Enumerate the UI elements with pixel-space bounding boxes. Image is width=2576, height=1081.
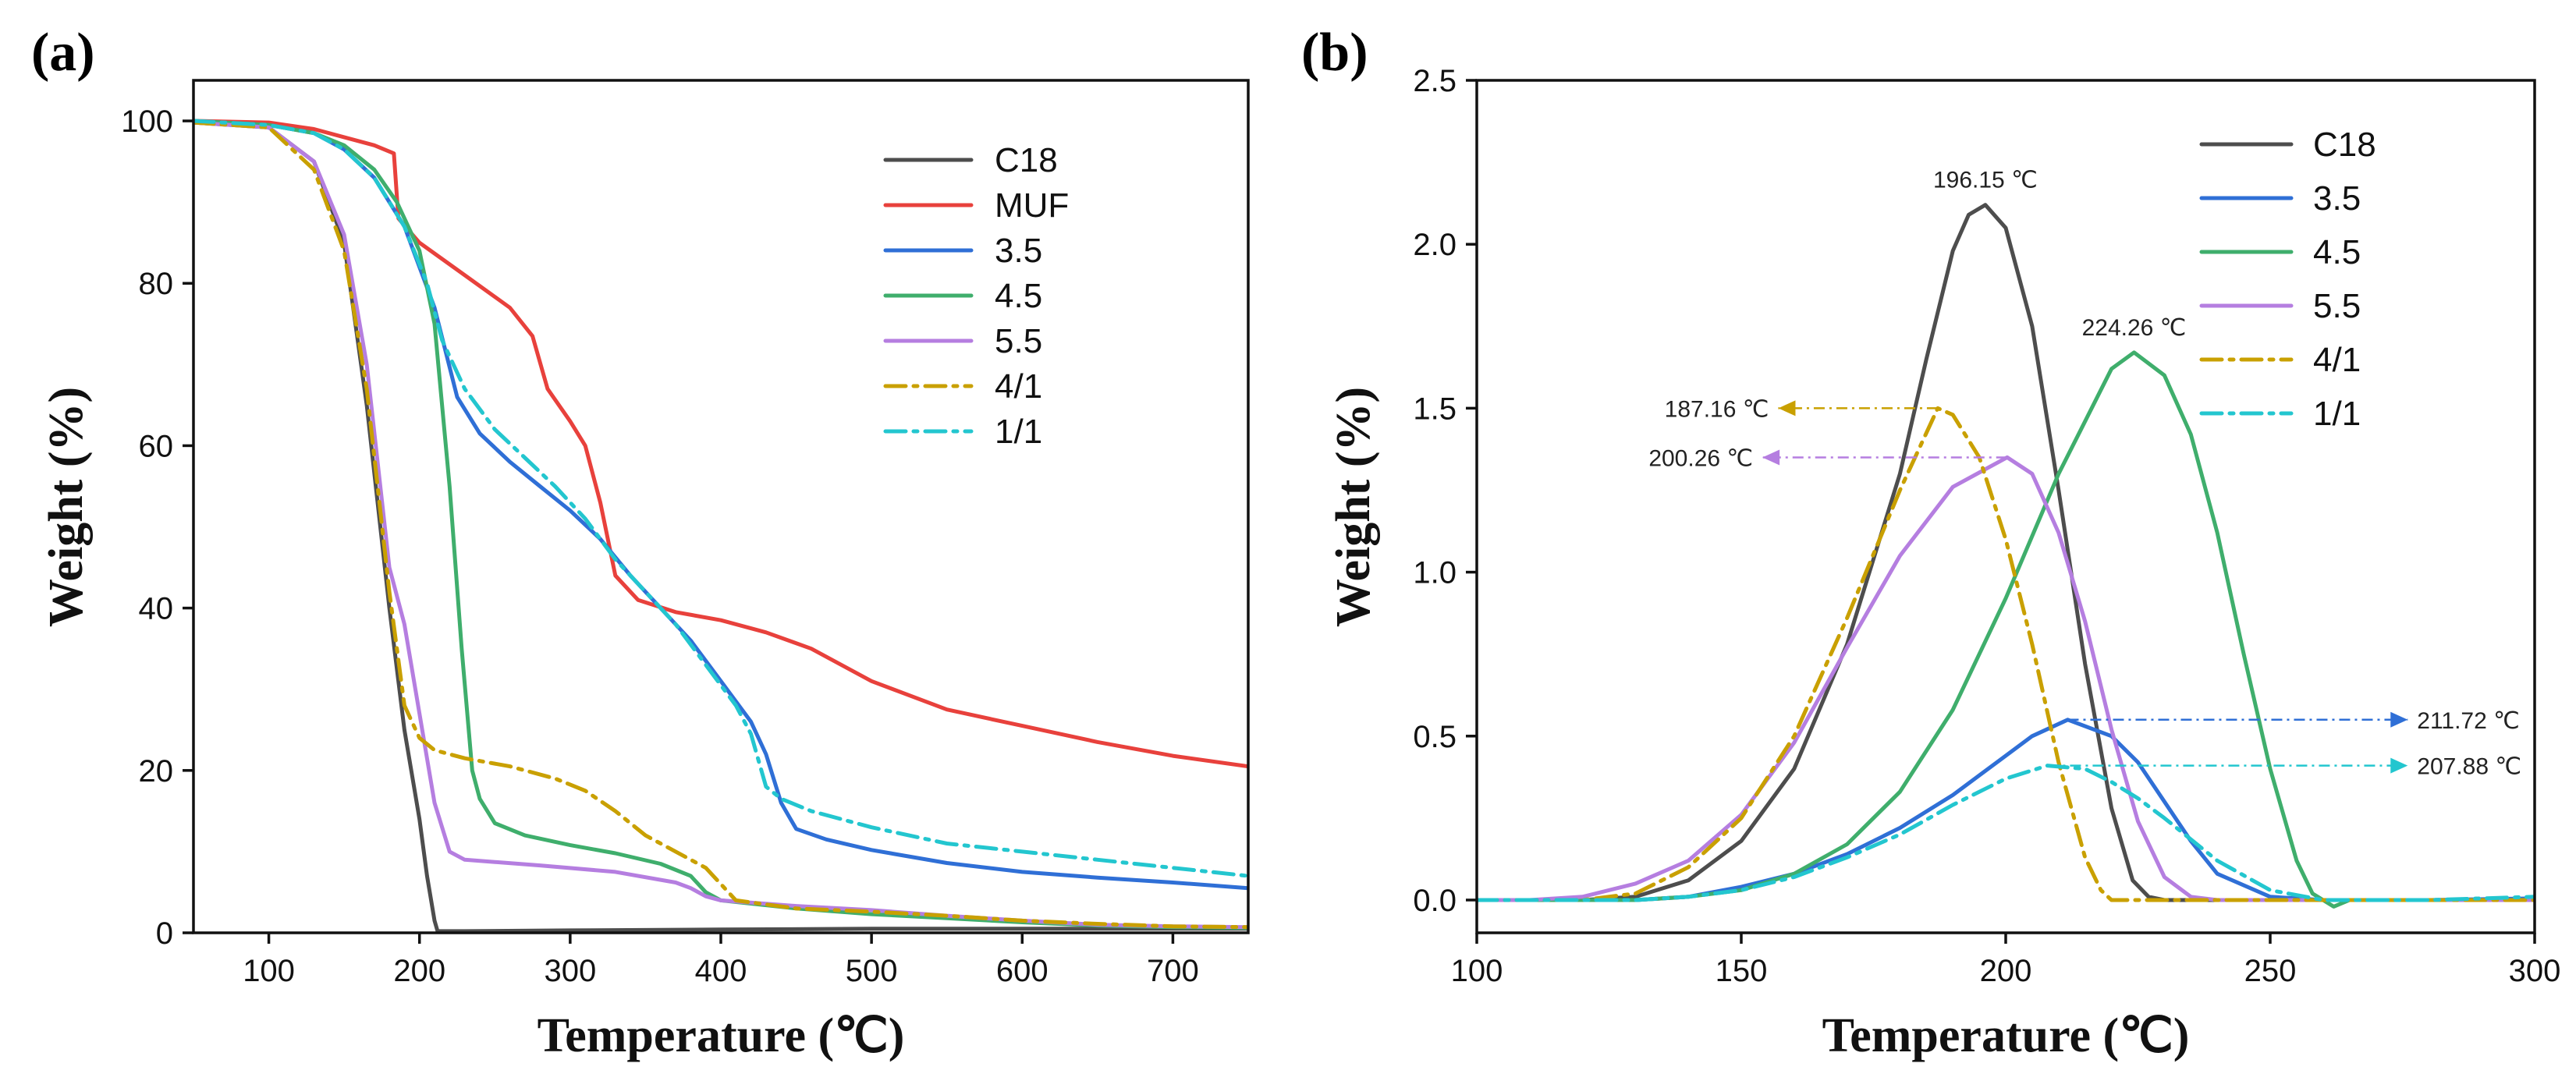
panel-a-series-C18-line [193,120,1248,933]
panel-a-xtick-label: 400 [695,954,747,988]
panel-a-letter: (a) [31,23,95,83]
panel-a-ytick-label: 40 [139,592,174,626]
panel-b-series-5.5-line [1477,455,2535,902]
panel-a-series-4.5-line [193,119,1248,930]
panel-a-ytick-label: 0 [156,916,173,951]
panel-a-axes-frame [192,79,1250,934]
panel-a-xtick-label: 200 [393,954,445,988]
panel-b-peak-arrowhead [2390,757,2408,774]
panel-b-legend: C18 3.5 4.5 5.5 4/1 1/1 [2199,126,2376,433]
panel-b-legend-label: 3.5 [2313,179,2361,218]
panel-b-ytick-label: 2.5 [1413,64,1457,98]
panel-a-series-4-1-line [193,120,1248,930]
panel-b-xtick-label: 300 [2509,954,2561,988]
panel-a-legend-label: 4.5 [995,277,1042,315]
panel-a-ytick-label: 20 [139,754,174,789]
panel-b-series-3.5-line [1477,718,2535,902]
panel-b-xtick-label: 150 [1716,954,1768,988]
panel-a-series-MUF-line [193,119,1248,769]
panel-b-ytick-label: 0.5 [1413,720,1457,754]
panel-b-ticks: 100 150 200 250 300 0.0 0.5 1.0 1.5 2.0 2.5 [1413,64,2560,988]
panel-a-ylabel: Weight (%) [40,387,93,627]
panel-b-peak-label: 207.88 ℃ [2417,754,2521,780]
panel-a-legend-label: C18 [995,141,1058,179]
panel-b-ylabel: Weight (%) [1327,387,1380,627]
panel-b-legend-label: 1/1 [2313,395,2361,433]
panel-a-xtick-label: 100 [243,954,295,988]
panel-a-legend-label: 3.5 [995,232,1042,270]
panel-b-peak-arrowhead [2390,711,2408,728]
panel-b-series-group [1477,203,2535,909]
panel-b-peak-label: 196.15 ℃ [1933,168,2038,193]
panel-a-xlabel: Temperature (℃) [538,1009,905,1062]
panel-b: (b) 196.15 ℃ 224.26 ℃ 187.16 ℃ 200.26 ℃ 211.… [1301,23,2560,1062]
panel-a-legend-label: MUF [995,186,1069,225]
panel-a-ticks: 100 200 300 400 500 600 700 0 20 40 60 80 100 [121,105,1199,988]
panel-b-axes-frame [1475,79,2536,934]
panel-b-series-4-1-line [1477,406,2535,902]
panel-b-ytick-label: 2.0 [1413,228,1457,262]
panel-a-ytick-label: 80 [139,267,174,301]
panel-a-legend-label: 1/1 [995,413,1042,451]
panel-a-ytick-label: 100 [121,105,173,139]
panel-a-xtick-label: 600 [996,954,1048,988]
panel-b-letter: (b) [1301,23,1368,83]
panel-a-legend-label: 5.5 [995,322,1042,360]
panel-b-legend-label: C18 [2313,126,2376,164]
panel-b-peak-label: 224.26 ℃ [2082,315,2187,341]
panel-a-xtick-label: 500 [846,954,898,988]
panel-a-series-5.5-line [193,120,1248,930]
panel-a-legend: C18 MUF 3.5 4.5 5.5 4/1 1/1 [883,141,1069,451]
panel-b-series-4.5-line [1477,350,2535,909]
panel-b-xtick-label: 100 [1451,954,1503,988]
panel-b-peak-label: 200.26 ℃ [1648,445,1753,471]
panel-b-legend-label: 4.5 [2313,233,2361,271]
panel-b-series-1-1-line [1477,764,2535,902]
panel-a-ytick-label: 60 [139,429,174,463]
panel-b-ytick-label: 0.0 [1413,884,1457,918]
panel-b-xtick-label: 200 [1980,954,2032,988]
panel-a-series-1-1-line [193,119,1248,878]
panel-b-xtick-label: 250 [2244,954,2297,988]
panel-a: (a) 100 200 300 400 500 600 700 0 20 40 60 80 100 C1… [31,23,1250,1062]
panel-b-legend-label: 4/1 [2313,341,2361,379]
panel-b-peak-label: 211.72 ℃ [2417,708,2520,734]
panel-a-series-group [193,119,1248,933]
panel-b-peak-arrowhead [1778,400,1796,416]
panel-a-series-3.5-line [193,119,1248,891]
panel-b-series-C18-line [1477,203,2535,902]
panel-b-annotations: 196.15 ℃ 224.26 ℃ 187.16 ℃ 200.26 ℃ 211.72 ℃… [1648,168,2521,780]
panel-b-ytick-label: 1.5 [1413,392,1457,426]
panel-b-peak-label: 187.16 ℃ [1665,396,1769,422]
panel-b-peak-arrowhead [1762,449,1780,466]
panel-a-xtick-label: 300 [544,954,596,988]
panel-b-xlabel: Temperature (℃) [1822,1009,2190,1062]
panel-b-ytick-label: 1.0 [1413,556,1457,590]
panel-a-xtick-label: 700 [1147,954,1199,988]
panel-b-legend-label: 5.5 [2313,287,2361,325]
panel-a-legend-label: 4/1 [995,367,1042,406]
